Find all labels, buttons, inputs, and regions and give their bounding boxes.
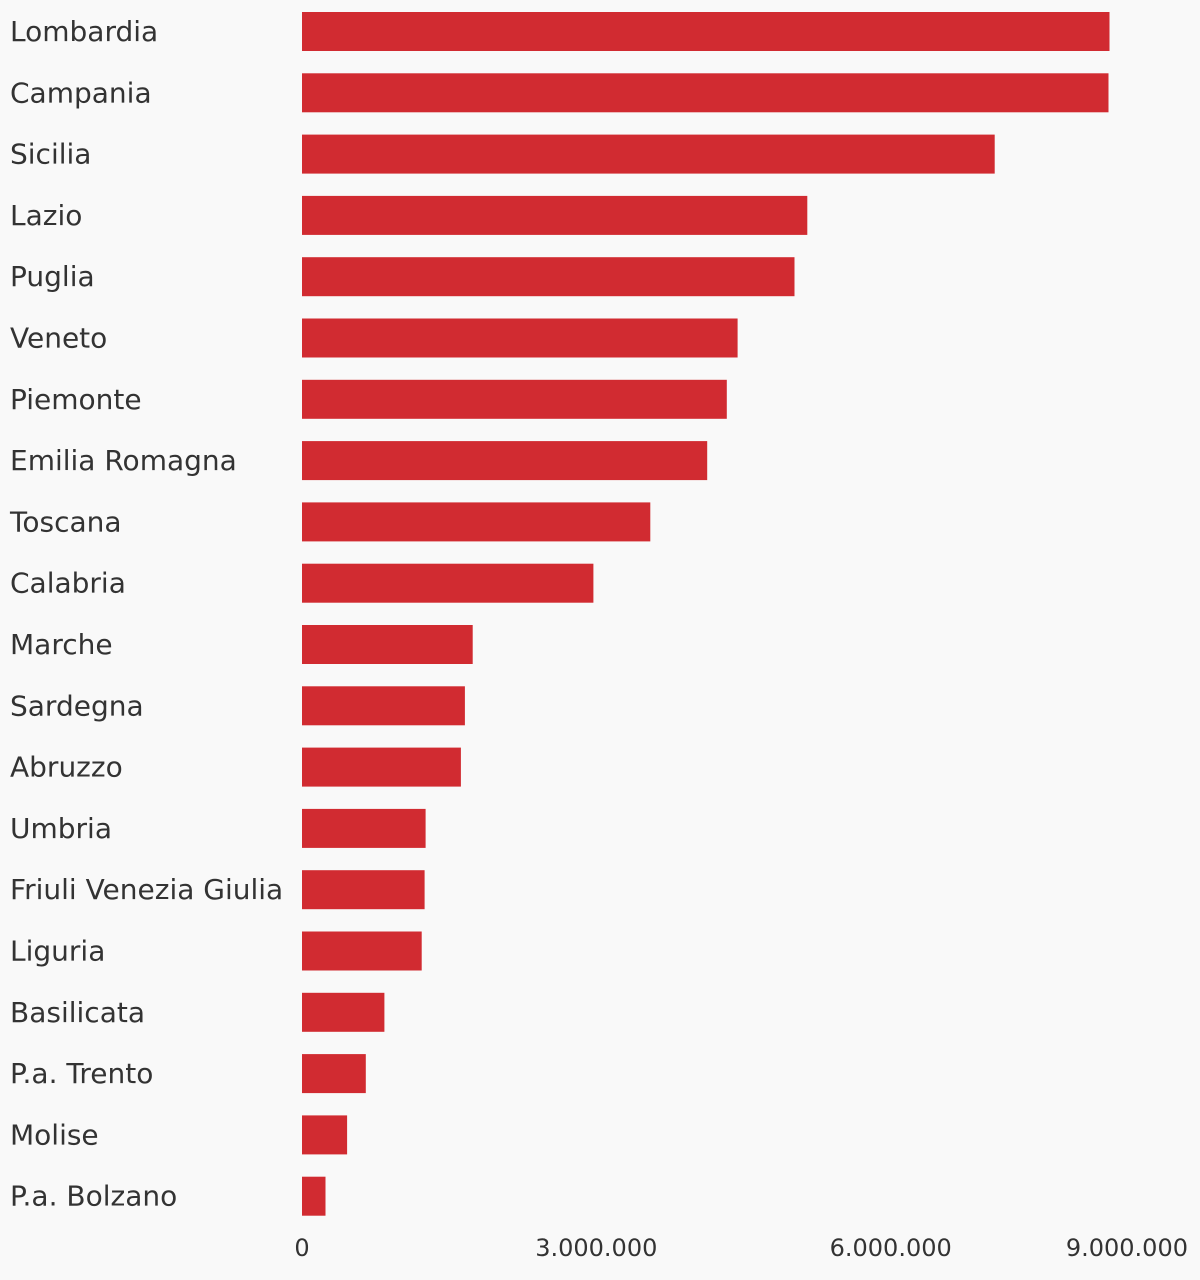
category-label: P.a. Bolzano [10, 1180, 177, 1213]
bar-emilia-romagna [302, 441, 708, 481]
bar-calabria [302, 563, 594, 603]
bar-p-a-bolzano [302, 1176, 326, 1216]
category-label: Piemonte [10, 383, 142, 416]
category-label: Calabria [10, 567, 126, 600]
category-labels: Lombardia Campania Sicilia Lazio Puglia Venet… [9, 15, 283, 1213]
category-label: Puglia [10, 260, 95, 293]
category-label: Veneto [10, 322, 107, 355]
bar-lombardia [302, 12, 1110, 51]
x-axis-tick-labels: 0 3.000.000 6.000.000 9.000.000 [294, 1234, 1188, 1262]
bar-liguria [302, 931, 422, 971]
category-label: Basilicata [10, 996, 145, 1029]
bar-piemonte [302, 379, 727, 419]
category-label: Sardegna [10, 689, 144, 722]
bar-friuli-venezia-giulia [302, 870, 425, 910]
x-tick-label: 9.000.000 [1066, 1234, 1188, 1262]
bar-toscana [302, 502, 651, 542]
category-label: P.a. Trento [10, 1057, 153, 1090]
bar-campania [302, 73, 1109, 113]
category-label: Toscana [9, 505, 122, 538]
category-label: Friuli Venezia Giulia [10, 873, 283, 906]
category-label: Liguria [10, 935, 105, 968]
bar-lazio [302, 195, 808, 235]
bar-molise [302, 1115, 348, 1155]
x-tick-label: 3.000.000 [535, 1234, 657, 1262]
category-label: Abruzzo [10, 751, 123, 784]
bar-veneto [302, 318, 738, 358]
category-label: Sicilia [10, 138, 91, 171]
category-label: Marche [10, 628, 113, 661]
category-label: Lombardia [10, 15, 158, 48]
bars-group [302, 12, 1110, 1216]
x-tick-label: 6.000.000 [830, 1234, 952, 1262]
bar-p-a-trento [302, 1054, 366, 1094]
bar-basilicata [302, 992, 385, 1032]
category-label: Emilia Romagna [10, 444, 237, 477]
x-tick-label: 0 [294, 1234, 309, 1262]
bar-sicilia [302, 134, 995, 174]
bar-puglia [302, 257, 795, 297]
bar-marche [302, 625, 473, 664]
bar-abruzzo [302, 747, 461, 787]
category-label: Umbria [10, 812, 112, 845]
bar-sardegna [302, 686, 465, 726]
category-label: Lazio [10, 199, 82, 232]
category-label: Molise [10, 1118, 99, 1151]
bar-umbria [302, 808, 426, 848]
category-label: Campania [10, 76, 152, 109]
